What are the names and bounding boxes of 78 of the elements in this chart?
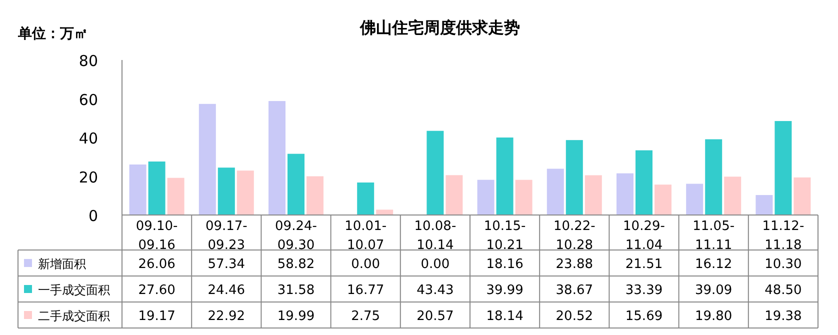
bar	[306, 176, 324, 215]
data-label: 0.00	[351, 257, 380, 272]
legend-label: 新增面积	[38, 257, 86, 271]
data-label: 27.60	[138, 283, 176, 298]
bar	[446, 175, 463, 215]
bar	[584, 175, 602, 215]
data-label: 43.43	[416, 283, 454, 298]
bar	[794, 177, 811, 215]
x-tick-label: 10.22-10.28	[553, 219, 596, 253]
data-label: 22.92	[208, 309, 246, 324]
y-tick-label: 60	[78, 90, 98, 109]
bar	[774, 121, 792, 215]
data-label: 0.00	[420, 257, 450, 272]
y-tick-label: 20	[78, 168, 98, 186]
bar	[288, 154, 304, 215]
bar	[496, 138, 514, 215]
data-label: 39.09	[694, 283, 732, 298]
data-label: 20.57	[416, 309, 454, 324]
data-label: 18.16	[486, 257, 524, 272]
data-label: 26.06	[138, 257, 176, 272]
data-label: 57.34	[208, 257, 246, 272]
data-label: 19.38	[764, 309, 802, 324]
legend-label: 一手成交面积	[38, 283, 110, 297]
data-label: 20.52	[556, 309, 594, 324]
bar	[148, 162, 166, 215]
bar	[218, 168, 235, 215]
bar	[268, 101, 286, 215]
data-label: 39.99	[486, 283, 524, 298]
data-label: 21.51	[625, 257, 663, 272]
x-tick-label: 09.10-09.16	[136, 219, 178, 253]
data-label: 48.50	[764, 283, 802, 298]
x-tick-label: 10.01-10.07	[344, 219, 387, 253]
bar	[198, 104, 216, 215]
bar	[636, 150, 652, 215]
x-tick-label: 10.08-10.14	[414, 219, 456, 253]
bar	[167, 178, 184, 215]
x-tick-label: 10.15-10.21	[484, 219, 526, 253]
y-tick-label: 40	[78, 130, 98, 148]
bar	[426, 130, 444, 215]
data-label: 19.99	[277, 309, 315, 324]
bar	[724, 176, 742, 215]
chart-title: 佛山住宅周度供求走势	[359, 18, 520, 37]
data-label: 19.80	[694, 309, 732, 324]
data-label: 16.12	[694, 257, 732, 272]
data-label: 19.17	[138, 309, 176, 324]
data-label: 24.46	[208, 283, 246, 298]
bar	[686, 184, 704, 215]
data-label: 16.77	[346, 283, 384, 298]
bar	[129, 164, 146, 215]
data-label: 31.58	[277, 283, 315, 298]
bar	[654, 184, 672, 215]
bar	[756, 195, 773, 215]
bar	[616, 173, 634, 215]
bar	[566, 140, 583, 215]
data-label: 23.88	[556, 257, 594, 272]
data-label: 15.69	[625, 309, 663, 324]
bar	[376, 210, 394, 215]
x-tick-label: 09.17-09.23	[205, 219, 248, 253]
bar	[357, 182, 374, 215]
data-label: 10.30	[764, 257, 802, 272]
data-label: 33.39	[625, 283, 663, 298]
bar	[705, 139, 722, 215]
x-tick-label: 09.24-09.30	[275, 219, 318, 253]
data-label: 18.14	[486, 309, 524, 324]
text: 单位：万㎡	[17, 26, 88, 42]
x-tick-label: 10.29-11.04	[623, 219, 666, 253]
y-tick-label: 0	[88, 207, 98, 225]
y-tick-label: 80	[78, 52, 98, 70]
x-tick-label: 11.05-11.11	[692, 219, 735, 253]
bar	[546, 168, 564, 215]
x-tick-label: 11.12-11.18	[762, 219, 804, 253]
legend-label: 二手成交面积	[38, 309, 110, 323]
bar	[515, 180, 532, 215]
data-label: 2.75	[351, 309, 380, 324]
bar	[477, 180, 494, 215]
bar	[236, 170, 254, 215]
data-label: 38.67	[556, 283, 594, 298]
data-label: 58.82	[277, 257, 315, 272]
